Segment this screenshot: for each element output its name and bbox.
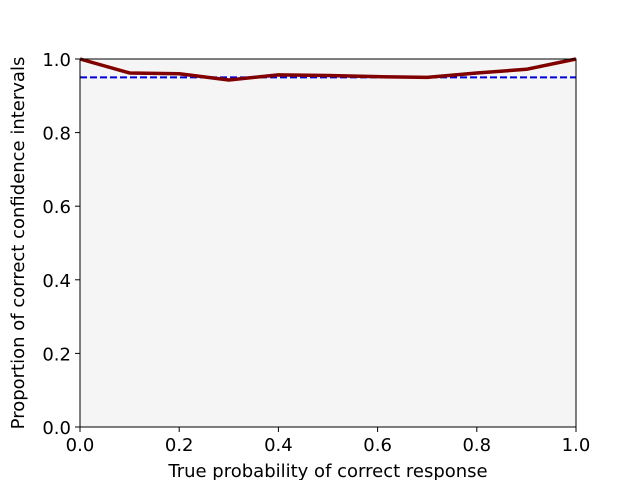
plot-frame xyxy=(79,58,577,428)
x-tick-label: 0.8 xyxy=(462,435,491,456)
data-line xyxy=(79,57,577,82)
y-tick-label: 0.4 xyxy=(42,271,71,292)
y-tick-label: 0.6 xyxy=(42,197,71,218)
x-axis-label: True probability of correct response xyxy=(167,461,487,480)
x-tick-label: 1.0 xyxy=(562,435,591,456)
y-tick-label: 0.0 xyxy=(42,418,71,439)
x-tick-label: 0.0 xyxy=(66,435,95,456)
y-tick-label: 1.0 xyxy=(42,50,71,71)
x-tick-label: 0.6 xyxy=(363,435,392,456)
plot-background xyxy=(80,59,576,427)
y-tick-label: 0.2 xyxy=(42,344,71,365)
y-axis-label: Proportion of correct confidence interva… xyxy=(8,57,29,430)
y-tick-label: 0.8 xyxy=(42,124,71,145)
x-tick-label: 0.2 xyxy=(165,435,194,456)
x-tick-label: 0.4 xyxy=(264,435,293,456)
